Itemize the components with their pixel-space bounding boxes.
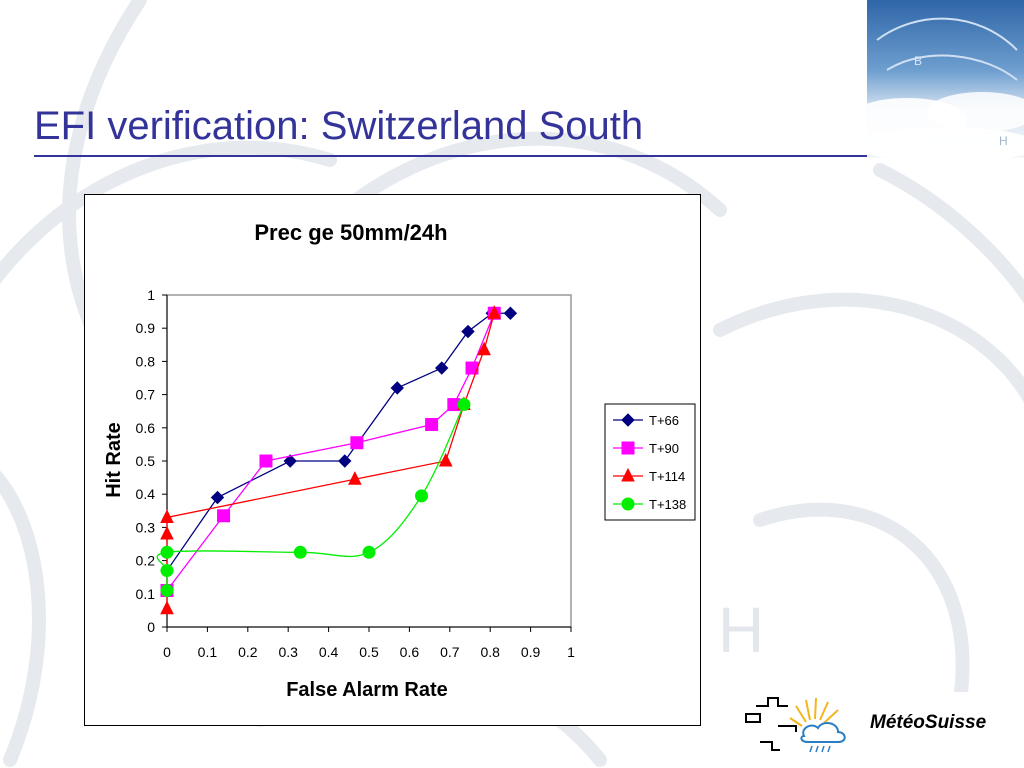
x-tick-label: 0.7 — [440, 644, 460, 660]
x-tick-label: 0.3 — [278, 644, 298, 660]
legend-marker-t138 — [621, 497, 635, 511]
legend-label-t66: T+66 — [649, 413, 679, 428]
point-t114 — [160, 525, 174, 540]
point-t114 — [160, 600, 174, 615]
chart-title: Prec ge 50mm/24h — [254, 220, 447, 245]
svg-text:B: B — [914, 54, 922, 68]
legend-label-t90: T+90 — [649, 441, 679, 456]
point-t90 — [259, 454, 273, 468]
y-tick-label: 0.2 — [136, 553, 156, 569]
x-tick-label: 0.2 — [238, 644, 258, 660]
point-t66 — [283, 454, 297, 468]
x-tick-label: 0.6 — [400, 644, 420, 660]
y-tick-label: 0.3 — [136, 519, 156, 535]
point-t138 — [160, 545, 174, 559]
x-axis-label: False Alarm Rate — [286, 679, 448, 701]
point-t90 — [350, 436, 364, 450]
point-t66 — [390, 381, 404, 395]
point-t66 — [338, 454, 352, 468]
x-tick-label: 0.4 — [319, 644, 339, 660]
legend-marker-t66 — [621, 413, 635, 427]
svg-text:H: H — [718, 594, 764, 666]
logo-text: MétéoSuisse — [870, 712, 987, 733]
y-tick-label: 0.7 — [136, 387, 156, 403]
legend-label-t138: T+138 — [649, 497, 686, 512]
y-axis-label: Hit Rate — [103, 422, 125, 498]
point-t114 — [160, 509, 174, 523]
legend-box — [604, 403, 696, 521]
title-underline — [34, 155, 868, 157]
y-tick-label: 0.6 — [136, 420, 156, 436]
y-tick-label: 0 — [147, 619, 155, 635]
point-t114 — [438, 452, 453, 467]
point-t114 — [348, 471, 362, 485]
x-tick-label: 0.9 — [521, 644, 541, 660]
logo-mark — [745, 697, 846, 753]
y-tick-label: 0.4 — [136, 486, 156, 502]
legend-label-t114: T+114 — [649, 469, 685, 484]
point-t66 — [210, 490, 225, 505]
y-tick-label: 0.1 — [136, 586, 156, 602]
y-tick-label: 0.9 — [136, 320, 156, 336]
legend-marker-t114 — [621, 467, 635, 482]
point-t66 — [435, 361, 449, 375]
roc-chart: Prec ge 50mm/24h False Alarm Rate Hit Ra… — [103, 220, 696, 701]
point-t138 — [293, 545, 307, 559]
slide-title: EFI verification: Switzerland South — [34, 104, 644, 148]
point-t138 — [160, 583, 174, 597]
point-t66 — [503, 306, 518, 320]
point-t114 — [487, 305, 502, 319]
chart-panel: Prec ge 50mm/24h False Alarm Rate Hit Ra… — [84, 194, 701, 726]
point-t90 — [217, 509, 231, 523]
point-t138 — [457, 398, 471, 412]
y-tick-label: 1 — [147, 287, 155, 303]
point-t138 — [160, 564, 174, 578]
point-t138 — [415, 489, 429, 503]
legend-marker-t90 — [621, 441, 635, 455]
x-tick-label: 0.5 — [359, 644, 379, 660]
meteosuisse-logo: MétéoSuisse — [738, 692, 990, 756]
x-tick-label: 1 — [567, 644, 575, 660]
x-tick-label: 0.8 — [480, 644, 500, 660]
x-tick-label: 0 — [163, 644, 171, 660]
plot-area — [166, 294, 572, 628]
y-tick-label: 0.8 — [136, 353, 156, 369]
point-t114 — [477, 341, 491, 356]
y-tick-label: 0.5 — [136, 453, 156, 469]
point-t66 — [461, 324, 475, 339]
x-tick-label: 0.1 — [198, 644, 218, 660]
svg-text:H: H — [999, 134, 1008, 148]
sky-photo: B H — [867, 0, 1024, 158]
point-t90 — [425, 417, 439, 431]
point-t138 — [362, 545, 376, 559]
